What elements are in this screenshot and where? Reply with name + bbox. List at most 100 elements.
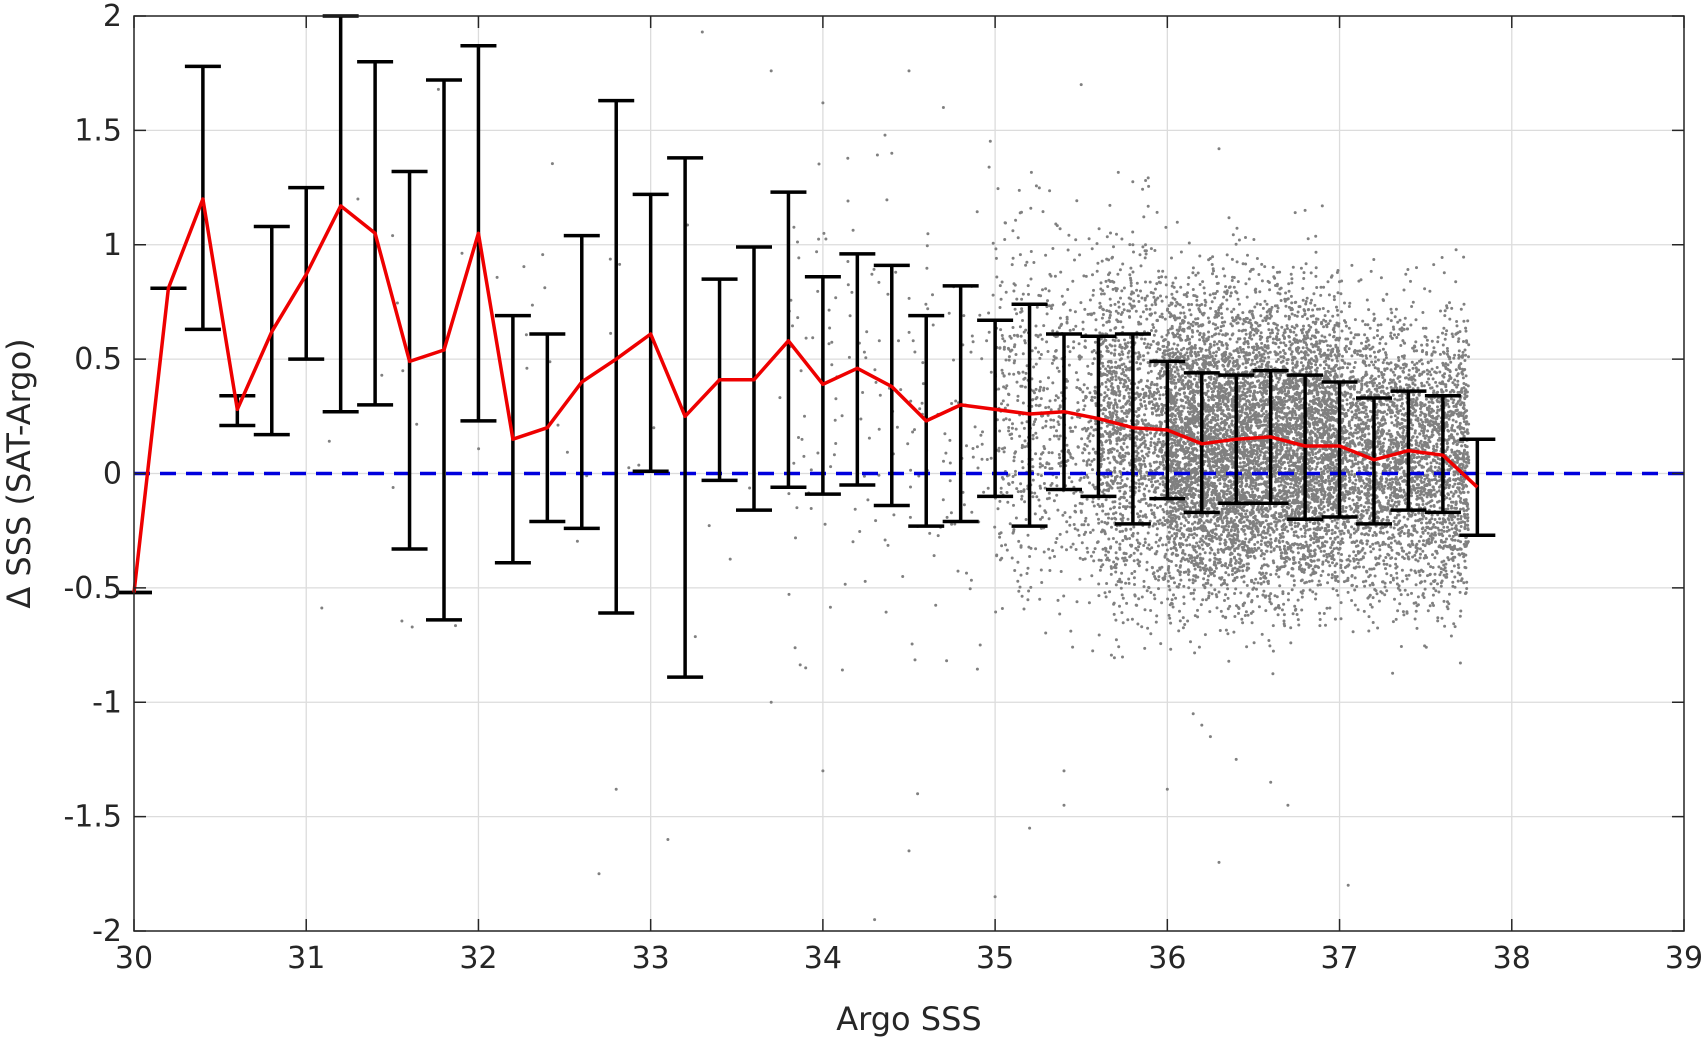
scatter-point <box>1015 298 1018 301</box>
scatter-point <box>1143 647 1146 650</box>
scatter-point <box>1086 498 1089 501</box>
scatter-point <box>1109 507 1112 510</box>
scatter-point <box>1104 373 1107 376</box>
scatter-point <box>1081 391 1084 394</box>
scatter-point <box>1265 410 1268 413</box>
scatter-point <box>1314 468 1317 471</box>
scatter-point <box>924 303 927 306</box>
scatter-point <box>1209 257 1212 260</box>
scatter-point <box>1100 453 1103 456</box>
scatter-point <box>997 187 1000 190</box>
scatter-point <box>1144 256 1147 259</box>
scatter-point <box>1230 310 1233 313</box>
scatter-point <box>1155 414 1158 417</box>
scatter-point <box>1044 425 1047 428</box>
scatter-point <box>1138 515 1141 518</box>
scatter-point <box>1093 390 1096 393</box>
scatter-point <box>1011 481 1014 484</box>
scatter-point <box>1006 404 1009 407</box>
scatter-point <box>1102 308 1105 311</box>
scatter-point <box>1276 271 1279 274</box>
scatter-point <box>1074 426 1077 429</box>
scatter-point <box>1143 580 1146 583</box>
scatter-point <box>1124 582 1127 585</box>
scatter-point <box>1137 545 1140 548</box>
scatter-point <box>989 140 992 143</box>
scatter-point <box>787 492 790 495</box>
scatter-point <box>1150 247 1153 250</box>
scatter-point <box>1289 486 1292 489</box>
scatter-point <box>1117 339 1120 342</box>
scatter-point <box>1060 323 1063 326</box>
scatter-point <box>1120 446 1123 449</box>
scatter-point <box>1175 348 1178 351</box>
scatter-point <box>950 402 953 405</box>
scatter-point <box>1055 494 1058 497</box>
scatter-point <box>1104 367 1107 370</box>
scatter-point <box>1303 271 1306 274</box>
scatter-point <box>1027 534 1030 537</box>
scatter-point <box>858 530 861 533</box>
scatter-point <box>885 198 888 201</box>
scatter-point <box>1127 341 1130 344</box>
scatter-point <box>1120 289 1123 292</box>
scatter-point <box>1233 286 1236 289</box>
scatter-point <box>1000 298 1003 301</box>
scatter-point <box>1107 416 1110 419</box>
scatter-point <box>824 523 827 526</box>
scatter-point <box>834 397 837 400</box>
scatter-point <box>566 451 569 454</box>
scatter-point <box>1155 614 1158 617</box>
scatter-point <box>1091 399 1094 402</box>
scatter-point <box>1053 499 1056 502</box>
scatter-point <box>1065 520 1068 523</box>
scatter-point <box>1277 419 1280 422</box>
scatter-point <box>1184 316 1187 319</box>
scatter-point <box>1135 361 1138 364</box>
scatter-point <box>1258 290 1261 293</box>
scatter-point <box>1261 633 1264 636</box>
scatter-point <box>1101 383 1104 386</box>
scatter-point <box>864 580 867 583</box>
scatter-point <box>1057 423 1060 426</box>
scatter-point <box>1159 441 1162 444</box>
scatter-point <box>1305 541 1308 544</box>
scatter-point <box>1187 303 1190 306</box>
scatter-point <box>1047 376 1050 379</box>
scatter-point <box>1144 440 1147 443</box>
scatter-point <box>1048 289 1051 292</box>
scatter-point <box>1006 549 1009 552</box>
scatter-point <box>1057 438 1060 441</box>
scatter-point <box>1106 235 1109 238</box>
scatter-point <box>1103 458 1106 461</box>
scatter-point <box>994 611 997 614</box>
scatter-point <box>1323 367 1326 370</box>
scatter-point <box>918 407 921 410</box>
scatter-point <box>1114 349 1117 352</box>
scatter-point <box>1083 427 1086 430</box>
scatter-point <box>1267 328 1270 331</box>
scatter-point <box>1093 396 1096 399</box>
scatter-point <box>1069 426 1072 429</box>
scatter-point <box>1105 258 1108 261</box>
scatter-point <box>1101 433 1104 436</box>
scatter-point <box>1246 254 1249 257</box>
scatter-point <box>1242 397 1245 400</box>
scatter-point <box>830 363 833 366</box>
scatter-point <box>877 281 880 284</box>
scatter-point <box>1110 565 1113 568</box>
scatter-point <box>1092 289 1095 292</box>
scatter-point <box>1079 477 1082 480</box>
scatter-point <box>1066 318 1069 321</box>
scatter-point <box>1182 626 1185 629</box>
scatter-point <box>1114 303 1117 306</box>
scatter-point <box>1137 294 1140 297</box>
scatter-point <box>1155 541 1158 544</box>
scatter-point <box>1152 403 1155 406</box>
scatter-point <box>1150 480 1153 483</box>
scatter-point <box>988 166 991 169</box>
scatter-point <box>1076 600 1079 603</box>
scatter-point <box>1092 551 1095 554</box>
scatter-point <box>1117 486 1120 489</box>
scatter-point <box>1044 466 1047 469</box>
